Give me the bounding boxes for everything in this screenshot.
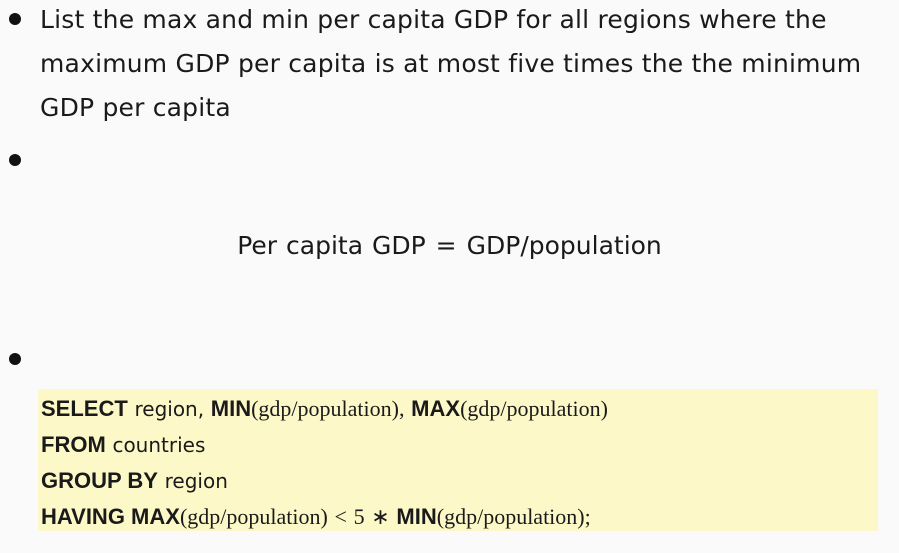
sql-multiply: ∗ [371,504,390,529]
sql-line-from: FROM countries [41,427,878,463]
sql-keyword-having-max: HAVING MAX [41,504,180,529]
formula-lhs: Per capita GDP [237,231,426,260]
sql-line-having: HAVING MAX(gdp/population) < 5 ∗ MIN(gdp… [41,499,878,535]
sql-text-group-region: region [164,469,228,493]
sql-text-table: countries [112,433,206,457]
sql-arg-max: (gdp/population) [460,396,608,421]
sql-keyword-min: MIN [210,396,252,421]
sql-arg-having-max: (gdp/population) [179,504,328,529]
sql-line-group-by: GROUP BY region [41,463,878,499]
sql-keyword-group-by: GROUP BY [41,468,158,493]
sql-arg-min: (gdp/population), [251,396,405,421]
sql-less-than: < [334,504,347,529]
sql-keyword-max: MAX [411,396,461,421]
sql-keyword-from: FROM [41,432,106,457]
sql-arg-having-min: (gdp/population); [436,504,591,529]
formula-rhs: GDP/population [466,231,662,260]
bullet-3 [9,353,21,365]
item-1-text: List the max and min per capita GDP for … [40,5,862,122]
bullet-2 [9,154,21,166]
sql-code-block: SELECT region, MIN(gdp/population), MAX(… [38,389,878,531]
sql-keyword-having-min: MIN [396,504,437,529]
sql-number-five: 5 [353,504,365,529]
formula: Per capita GDP = GDP/population [0,226,899,266]
sql-text-region: region, [134,397,205,421]
bullet-1 [9,13,21,25]
sql-line-select: SELECT region, MIN(gdp/population), MAX(… [41,391,878,427]
sql-keyword-select: SELECT [41,396,128,421]
formula-equals: = [435,231,457,260]
